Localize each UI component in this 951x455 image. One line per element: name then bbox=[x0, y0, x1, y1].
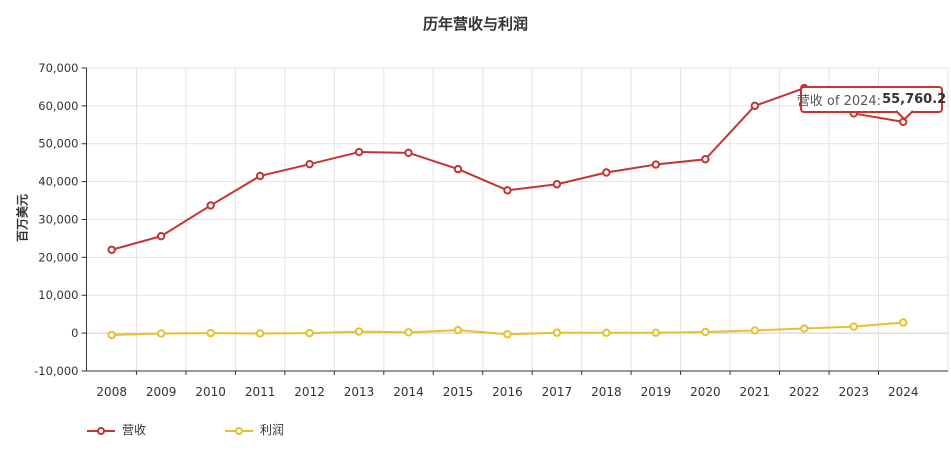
profit-point-2022[interactable] bbox=[800, 324, 809, 333]
x-axis-tick-label: 2021 bbox=[740, 385, 771, 399]
revenue-point-2015[interactable] bbox=[453, 164, 463, 174]
revenue-point-2013[interactable] bbox=[354, 147, 364, 157]
legend: 营收 利润 bbox=[0, 421, 951, 439]
y-axis-tick-label: 40,000 bbox=[38, 175, 78, 189]
revenue-point-2016[interactable] bbox=[503, 186, 512, 195]
y-axis-tick-label: 30,000 bbox=[38, 212, 78, 226]
x-axis-tick-label: 2017 bbox=[542, 385, 573, 399]
x-axis-tick-label: 2014 bbox=[393, 385, 424, 399]
legend-item-revenue[interactable]: 营收 bbox=[87, 421, 146, 438]
profit-point-2020[interactable] bbox=[701, 327, 710, 337]
x-axis-tick-label: 2024 bbox=[888, 385, 919, 399]
y-axis-tick-label: 10,000 bbox=[38, 288, 78, 302]
profit-point-2016[interactable] bbox=[503, 330, 512, 339]
profit-point-2018[interactable] bbox=[602, 328, 611, 337]
revenue-point-2010[interactable] bbox=[206, 201, 215, 210]
profit-legend-line-icon-svg bbox=[225, 426, 253, 435]
x-axis-tick-label: 2016 bbox=[492, 385, 523, 399]
x-axis-tick-label: 2012 bbox=[294, 385, 325, 399]
x-axis-tick-label: 2019 bbox=[641, 385, 672, 399]
revenue-point-2017[interactable] bbox=[552, 180, 562, 189]
y-axis-tick-label: 70,000 bbox=[38, 61, 78, 75]
tooltip-label: 营收 of 2024: bbox=[796, 94, 882, 109]
y-axis-tick-label: 20,000 bbox=[38, 250, 78, 264]
x-axis-tick-label: 2009 bbox=[146, 385, 177, 399]
x-axis-tick-label: 2008 bbox=[96, 385, 127, 399]
y-axis-tick-label: 0 bbox=[71, 326, 78, 340]
x-axis-tick-label: 2013 bbox=[344, 385, 375, 399]
profit-point-2017[interactable] bbox=[552, 328, 562, 337]
profit-point-2010[interactable] bbox=[206, 328, 215, 338]
x-axis-tick-label: 2010 bbox=[195, 385, 226, 399]
profit-point-2011[interactable] bbox=[255, 329, 265, 338]
y-axis-tick-label: 50,000 bbox=[38, 137, 78, 151]
revenue-point-2008[interactable] bbox=[107, 245, 116, 254]
revenue-point-2020[interactable] bbox=[701, 155, 710, 164]
x-axis-tick-label: 2015 bbox=[443, 385, 474, 399]
profit-point-2015[interactable] bbox=[453, 325, 463, 335]
profit-point-2019[interactable] bbox=[651, 328, 661, 337]
revenue-legend-label: 营收 bbox=[122, 423, 147, 437]
chart-title: 历年营收与利润 bbox=[422, 15, 528, 33]
revenue-line bbox=[111, 87, 904, 251]
x-axis-tick-label: 2022 bbox=[789, 385, 820, 399]
profit-point-2023[interactable] bbox=[849, 322, 858, 331]
revenue-point-2014[interactable] bbox=[404, 148, 413, 158]
tooltip-value: 55,760.2 bbox=[882, 92, 947, 107]
profit-point-2024[interactable] bbox=[899, 318, 908, 327]
revenue-point-2019[interactable] bbox=[651, 160, 661, 169]
profit-legend-line-icon bbox=[225, 425, 253, 435]
y-axis-tick-label: 60,000 bbox=[38, 99, 78, 113]
x-axis-tick-label: 2018 bbox=[591, 385, 622, 399]
revenue-point-2011[interactable] bbox=[255, 171, 265, 181]
profit-point-2012[interactable] bbox=[305, 328, 314, 338]
profit-point-2008[interactable] bbox=[107, 330, 116, 340]
profit-point-2021[interactable] bbox=[750, 326, 760, 335]
profit-point-2014[interactable] bbox=[404, 328, 413, 337]
legend-item-profit[interactable]: 利润 bbox=[225, 421, 284, 438]
x-axis-tick-label: 2023 bbox=[838, 385, 869, 399]
profit-point-2013[interactable] bbox=[354, 327, 364, 336]
revenue-point-2009[interactable] bbox=[156, 231, 166, 241]
revenue-legend-line-icon bbox=[87, 425, 115, 435]
tooltip: 营收 of 2024: 55,760.2 bbox=[796, 86, 947, 121]
revenue-point-2018[interactable] bbox=[602, 168, 611, 177]
profit-legend-label: 利润 bbox=[260, 423, 285, 437]
x-axis-tick-label: 2020 bbox=[690, 385, 721, 399]
profit-point-2009[interactable] bbox=[156, 329, 166, 338]
y-axis-tick-label: -10,000 bbox=[34, 364, 78, 378]
x-axis-tick-label: 2011 bbox=[245, 385, 276, 399]
revenue-legend-line-icon-svg bbox=[87, 426, 115, 435]
revenue-point-2012[interactable] bbox=[305, 159, 314, 169]
revenue-point-2021[interactable] bbox=[750, 101, 760, 111]
